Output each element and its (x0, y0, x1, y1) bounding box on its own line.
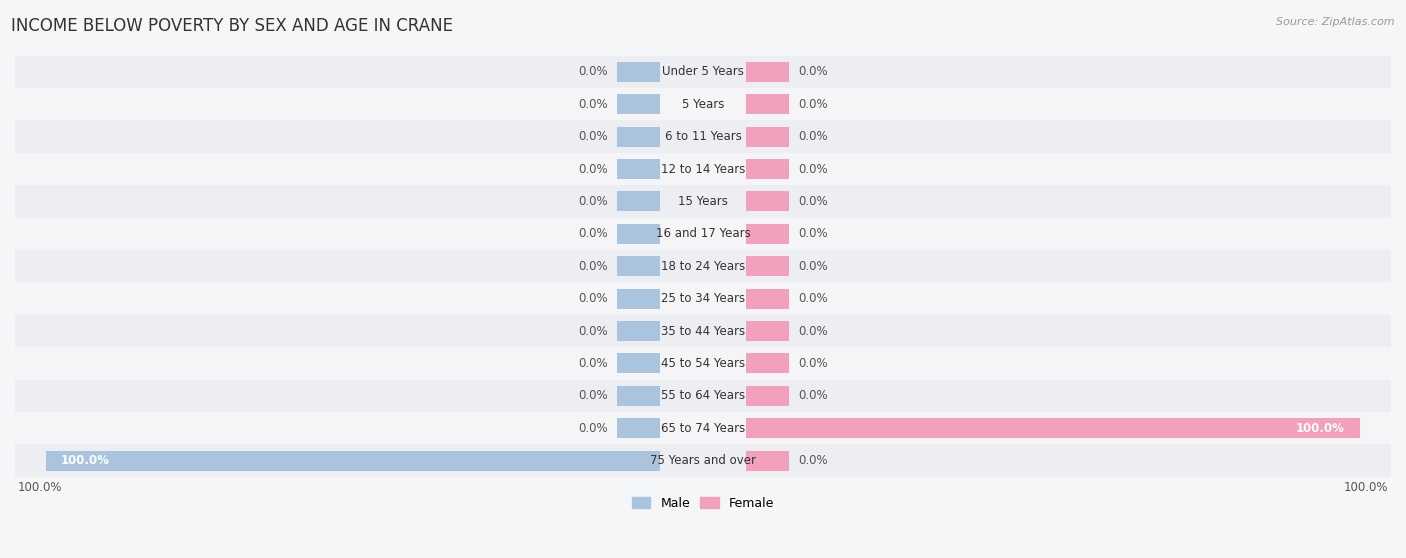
Text: 0.0%: 0.0% (799, 98, 828, 111)
Bar (747, 321, 789, 341)
Text: 0.0%: 0.0% (578, 130, 607, 143)
Text: 0.0%: 0.0% (799, 130, 828, 143)
Text: 6 to 11 Years: 6 to 11 Years (665, 130, 741, 143)
Bar (617, 159, 659, 179)
Text: 0.0%: 0.0% (578, 227, 607, 240)
Bar (747, 450, 789, 470)
Bar (617, 224, 659, 244)
Bar (0, 444, 1406, 477)
Text: 0.0%: 0.0% (578, 65, 607, 78)
Bar (0, 185, 1406, 218)
Text: 12 to 14 Years: 12 to 14 Years (661, 162, 745, 176)
Text: 0.0%: 0.0% (799, 454, 828, 467)
Text: 0.0%: 0.0% (578, 259, 607, 273)
Text: 0.0%: 0.0% (578, 422, 607, 435)
Bar (617, 62, 659, 82)
Bar (617, 288, 659, 309)
Bar (617, 127, 659, 147)
Bar (617, 418, 659, 438)
Text: 100.0%: 100.0% (1296, 422, 1346, 435)
Text: 100.0%: 100.0% (18, 480, 63, 494)
Text: 0.0%: 0.0% (799, 162, 828, 176)
Bar (46, 450, 659, 470)
Text: 0.0%: 0.0% (578, 325, 607, 338)
Text: 0.0%: 0.0% (578, 389, 607, 402)
Text: 55 to 64 Years: 55 to 64 Years (661, 389, 745, 402)
Text: 0.0%: 0.0% (799, 325, 828, 338)
Bar (747, 224, 789, 244)
Bar (0, 250, 1406, 282)
Text: Source: ZipAtlas.com: Source: ZipAtlas.com (1277, 17, 1395, 27)
Bar (617, 94, 659, 114)
Text: 100.0%: 100.0% (60, 454, 110, 467)
Text: 0.0%: 0.0% (799, 292, 828, 305)
Text: 45 to 54 Years: 45 to 54 Years (661, 357, 745, 370)
Bar (617, 353, 659, 373)
Text: 0.0%: 0.0% (799, 195, 828, 208)
Bar (747, 191, 789, 211)
Text: 25 to 34 Years: 25 to 34 Years (661, 292, 745, 305)
Text: 35 to 44 Years: 35 to 44 Years (661, 325, 745, 338)
Bar (0, 379, 1406, 412)
Bar (747, 62, 789, 82)
Text: 0.0%: 0.0% (578, 162, 607, 176)
Bar (747, 353, 789, 373)
Text: 75 Years and over: 75 Years and over (650, 454, 756, 467)
Bar (747, 94, 789, 114)
Bar (617, 321, 659, 341)
Legend: Male, Female: Male, Female (627, 492, 779, 514)
Bar (617, 386, 659, 406)
Text: 5 Years: 5 Years (682, 98, 724, 111)
Text: 0.0%: 0.0% (799, 65, 828, 78)
Bar (617, 191, 659, 211)
Text: 0.0%: 0.0% (799, 259, 828, 273)
Text: 100.0%: 100.0% (1343, 480, 1388, 494)
Text: 0.0%: 0.0% (578, 98, 607, 111)
Text: Under 5 Years: Under 5 Years (662, 65, 744, 78)
Bar (747, 127, 789, 147)
Text: 0.0%: 0.0% (578, 195, 607, 208)
Text: INCOME BELOW POVERTY BY SEX AND AGE IN CRANE: INCOME BELOW POVERTY BY SEX AND AGE IN C… (11, 17, 453, 35)
Bar (0, 153, 1406, 185)
Text: 16 and 17 Years: 16 and 17 Years (655, 227, 751, 240)
Text: 65 to 74 Years: 65 to 74 Years (661, 422, 745, 435)
Text: 0.0%: 0.0% (799, 389, 828, 402)
Bar (0, 121, 1406, 153)
Bar (0, 315, 1406, 347)
Bar (747, 256, 789, 276)
Bar (617, 256, 659, 276)
Bar (0, 56, 1406, 88)
Text: 0.0%: 0.0% (799, 227, 828, 240)
Bar (0, 88, 1406, 121)
Text: 15 Years: 15 Years (678, 195, 728, 208)
Bar (747, 159, 789, 179)
Bar (0, 218, 1406, 250)
Bar (0, 412, 1406, 444)
Text: 18 to 24 Years: 18 to 24 Years (661, 259, 745, 273)
Bar (747, 386, 789, 406)
Bar (0, 347, 1406, 379)
Bar (0, 282, 1406, 315)
Text: 0.0%: 0.0% (578, 292, 607, 305)
Text: 0.0%: 0.0% (578, 357, 607, 370)
Bar (747, 288, 789, 309)
Text: 0.0%: 0.0% (799, 357, 828, 370)
Bar (747, 418, 1360, 438)
